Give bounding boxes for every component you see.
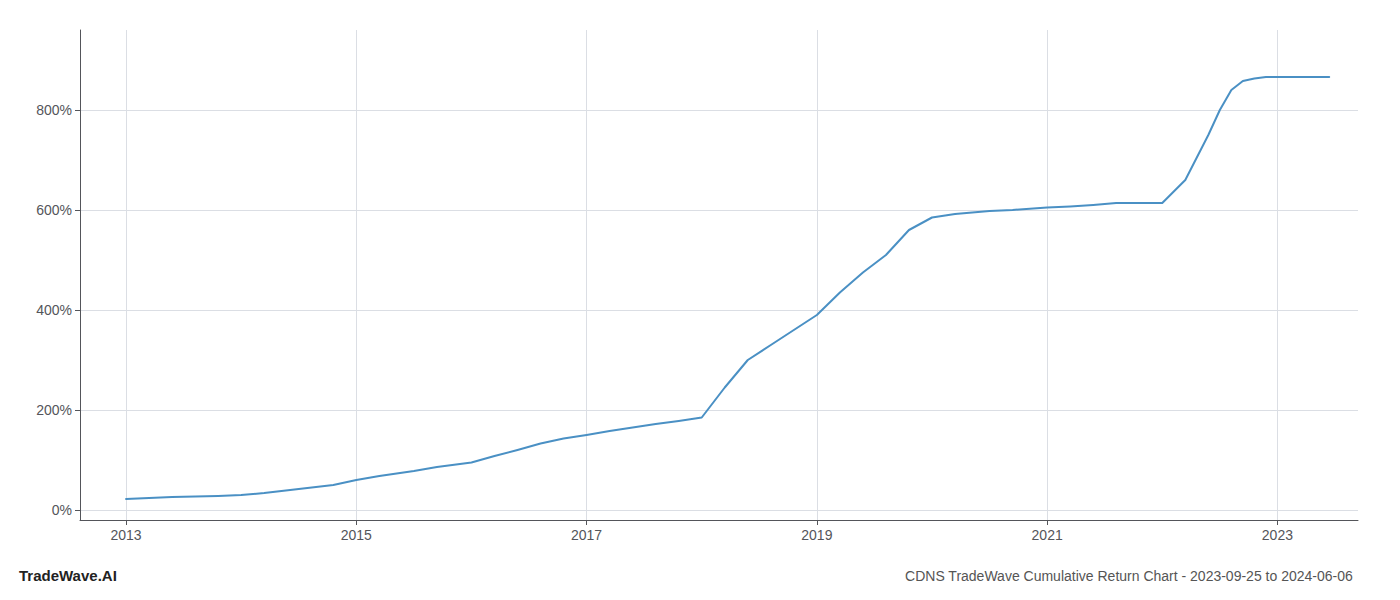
svg-text:600%: 600% bbox=[36, 202, 72, 218]
svg-text:CDNS TradeWave Cumulative Retu: CDNS TradeWave Cumulative Return Chart -… bbox=[905, 568, 1353, 584]
svg-text:2019: 2019 bbox=[801, 527, 832, 543]
svg-text:2017: 2017 bbox=[571, 527, 602, 543]
svg-text:TradeWave.AI: TradeWave.AI bbox=[19, 567, 117, 584]
svg-text:2013: 2013 bbox=[110, 527, 141, 543]
svg-text:2021: 2021 bbox=[1032, 527, 1063, 543]
svg-text:2015: 2015 bbox=[341, 527, 372, 543]
svg-text:2023: 2023 bbox=[1262, 527, 1293, 543]
svg-text:400%: 400% bbox=[36, 302, 72, 318]
svg-text:0%: 0% bbox=[52, 502, 72, 518]
svg-text:200%: 200% bbox=[36, 402, 72, 418]
svg-text:800%: 800% bbox=[36, 102, 72, 118]
